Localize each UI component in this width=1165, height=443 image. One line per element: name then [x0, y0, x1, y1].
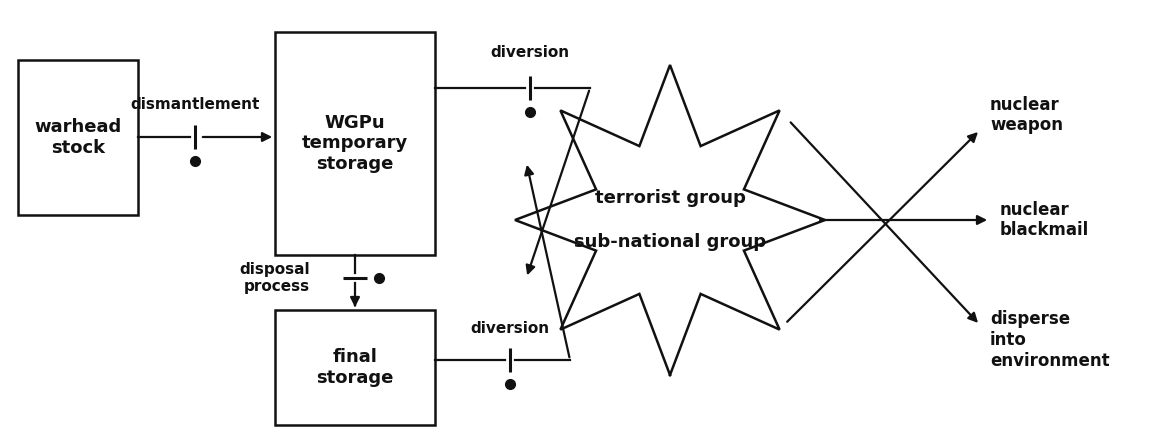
Polygon shape	[515, 65, 825, 375]
Text: terrorist group: terrorist group	[594, 189, 746, 207]
Bar	[275, 310, 435, 425]
Text: sub-national group: sub-national group	[574, 233, 767, 251]
Text: final
storage: final storage	[317, 348, 394, 387]
Bar	[17, 60, 137, 215]
Text: warhead
stock: warhead stock	[35, 118, 121, 157]
Bar	[275, 32, 435, 255]
Text: nuclear
blackmail: nuclear blackmail	[1000, 201, 1089, 239]
Text: diversion: diversion	[471, 321, 550, 336]
Text: dismantlement: dismantlement	[130, 97, 260, 112]
Text: nuclear
weapon: nuclear weapon	[990, 96, 1062, 134]
Text: WGPu
temporary
storage: WGPu temporary storage	[302, 114, 408, 173]
Text: disposal
process: disposal process	[239, 262, 310, 294]
Text: diversion: diversion	[490, 45, 570, 60]
Text: disperse
into
environment: disperse into environment	[990, 310, 1109, 370]
